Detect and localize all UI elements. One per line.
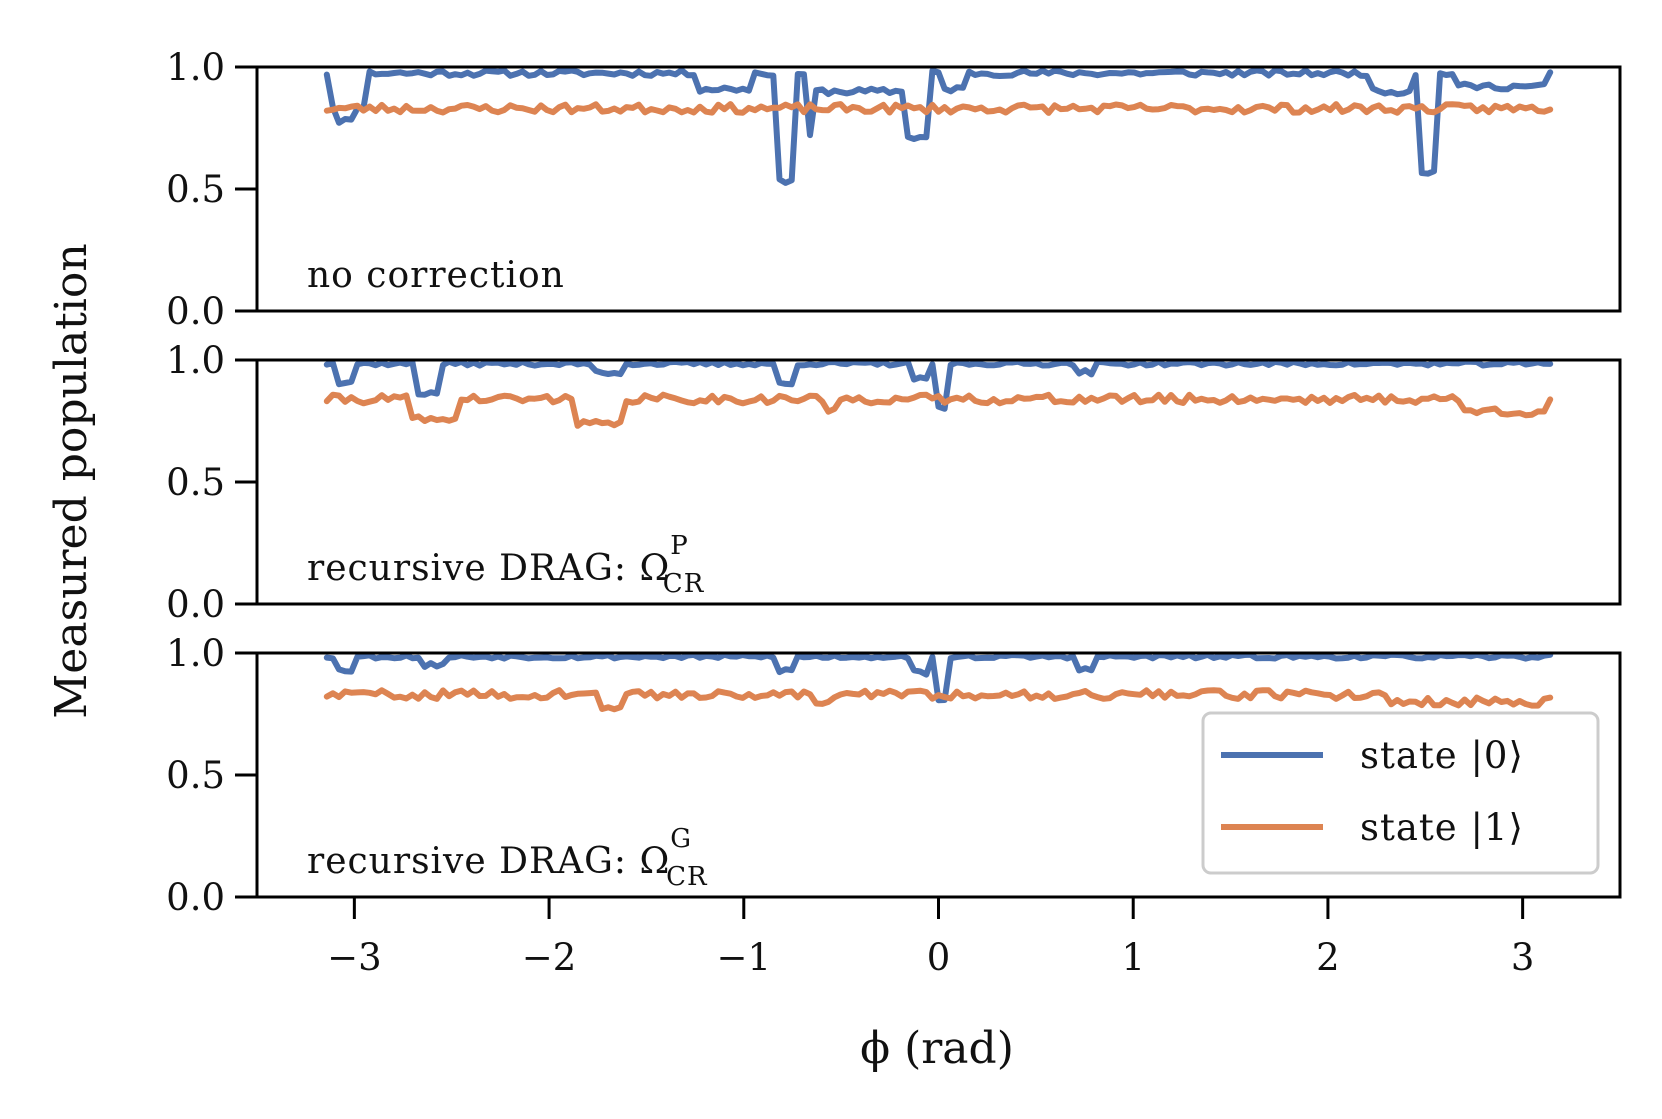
series-line-state1 (323, 391, 1554, 429)
series-line-state1 (323, 687, 1554, 713)
x-axis: −3 −2 −1 0 1 2 3 (327, 897, 1534, 979)
y-tick-label: 0.5 (166, 754, 225, 797)
label-superscript: P (670, 531, 689, 561)
y-tick-label: 0.5 (166, 168, 225, 211)
y-tick-label: 0.0 (166, 876, 225, 919)
y-tick-label: 1.0 (166, 632, 225, 675)
panel-recursive-drag-g: recursive DRAG: ΩG CR 0.00.51.0 (166, 632, 1622, 919)
y-axis-title: Measured population (46, 243, 97, 719)
x-tick-label: 3 (1511, 936, 1535, 979)
label-subscript: CR (666, 862, 708, 892)
x-tick-label: −3 (327, 936, 382, 979)
series-line-state0 (323, 67, 1554, 186)
legend: state |0⟩ state |1⟩ (1201, 711, 1600, 875)
series-line-state0 (323, 358, 1554, 412)
x-axis-title: ϕ (rad) (860, 1023, 1014, 1074)
panel-label: recursive DRAG: ΩP CR (307, 531, 705, 599)
label-superscript: G (670, 824, 692, 854)
legend-label-state0: state |0⟩ (1360, 734, 1524, 777)
panel-no-correction: no correction 0.0 0.5 1.0 (166, 46, 1622, 333)
series-line-state0 (323, 651, 1554, 704)
panel-recursive-drag-p: recursive DRAG: ΩP CR 0.00.51.0 (166, 339, 1622, 626)
y-tick-label: 1.0 (166, 46, 225, 89)
y-tick-label: 0.0 (166, 583, 225, 626)
legend-label-state1: state |1⟩ (1360, 806, 1524, 849)
y-tick-label: 1.0 (166, 339, 225, 382)
y-tick-label: 0.5 (166, 461, 225, 504)
series-line-state1 (323, 101, 1554, 116)
x-tick-label: −2 (522, 936, 577, 979)
x-tick-label: 1 (1121, 936, 1145, 979)
panel-label: no correction (307, 255, 565, 296)
x-tick-label: −1 (717, 936, 772, 979)
x-tick-label: 0 (927, 936, 951, 979)
panel-label: recursive DRAG: ΩG CR (307, 824, 708, 892)
y-tick-label: 0.0 (166, 290, 225, 333)
label-subscript: CR (663, 569, 705, 599)
x-tick-label: 2 (1316, 936, 1340, 979)
